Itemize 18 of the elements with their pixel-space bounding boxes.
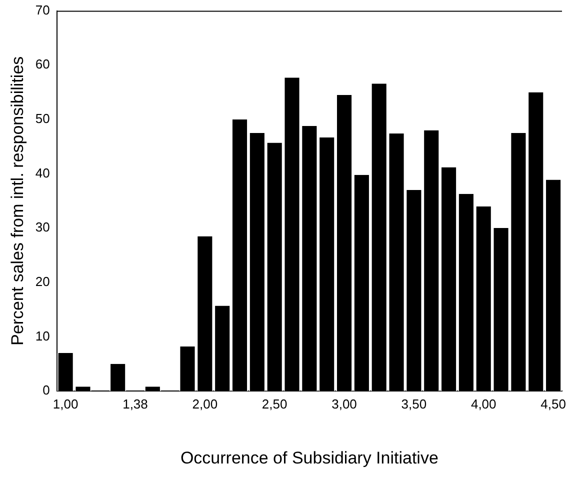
y-tick-label: 70 [35,2,50,18]
x-tick-label: 4,50 [540,396,566,412]
x-tick-label: 1,38 [122,396,148,412]
x-tick-label: 4,00 [470,396,496,412]
x-tick-label: 2,00 [192,396,218,412]
x-tick-label: 1,00 [52,396,78,412]
x-tick-label: 3,00 [332,396,357,412]
x-tick-label: 2,50 [262,396,288,412]
y-tick-label: 50 [35,111,50,126]
y-tick-label: 10 [35,328,50,344]
y-tick-label: 40 [35,165,50,180]
y-tick-label: 30 [35,220,50,235]
y-tick-label: 60 [35,56,50,72]
y-tick-label: 0 [42,382,50,398]
y-axis-title: Percent sales from intl. responsibilities [8,56,27,346]
x-axis-title: Occurrence of Subsidiary Initiative [180,448,438,468]
y-tick-label: 20 [35,274,50,289]
x-tick-label: 3,50 [401,396,427,412]
